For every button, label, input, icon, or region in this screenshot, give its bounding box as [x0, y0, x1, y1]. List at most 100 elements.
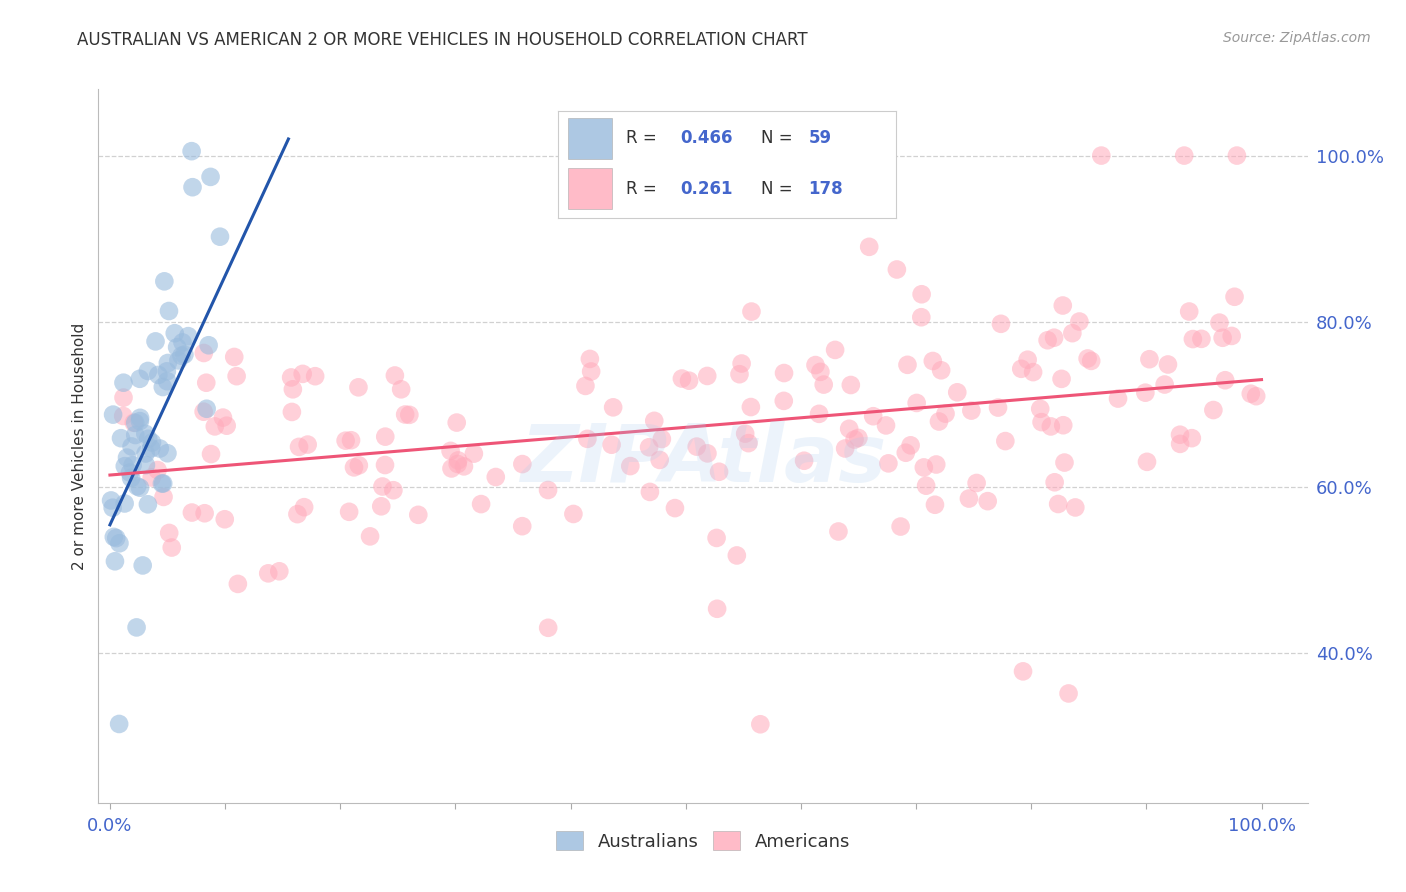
Point: [150, 476, 173, 491]
Point: [1090, 148, 1112, 162]
Point: [304, 369, 326, 384]
Point: [104, 554, 127, 568]
Point: [177, 329, 200, 343]
Point: [453, 459, 475, 474]
Point: [537, 483, 560, 497]
Point: [128, 372, 150, 386]
Point: [446, 416, 468, 430]
Point: [839, 378, 862, 392]
Point: [1213, 373, 1236, 387]
Point: [103, 530, 125, 544]
Point: [1157, 358, 1180, 372]
Point: [1012, 665, 1035, 679]
Point: [163, 326, 186, 341]
Point: [166, 340, 188, 354]
Point: [114, 459, 136, 474]
Point: [877, 456, 900, 470]
Point: [152, 476, 174, 491]
Point: [1226, 148, 1249, 162]
Point: [730, 357, 752, 371]
Point: [288, 440, 311, 454]
Point: [340, 434, 363, 448]
Point: [447, 457, 470, 471]
Point: [696, 368, 718, 383]
Point: [180, 144, 202, 158]
Point: [734, 426, 756, 441]
Point: [1181, 431, 1204, 445]
Point: [1107, 392, 1129, 406]
Point: [773, 366, 796, 380]
Point: [120, 471, 142, 485]
Point: [510, 519, 533, 533]
Point: [994, 434, 1017, 448]
Point: [921, 354, 943, 368]
Point: [200, 169, 222, 184]
Point: [1223, 290, 1246, 304]
Point: [173, 348, 195, 362]
Point: [905, 396, 928, 410]
Point: [844, 433, 866, 447]
Point: [696, 446, 718, 460]
Point: [924, 498, 946, 512]
Point: [1052, 418, 1074, 433]
Point: [135, 458, 157, 472]
Point: [157, 304, 180, 318]
Point: [292, 500, 315, 515]
Point: [643, 414, 665, 428]
Text: ZIPAtlas: ZIPAtlas: [520, 421, 886, 500]
Point: [136, 432, 159, 446]
Point: [1064, 500, 1087, 515]
Point: [896, 358, 918, 372]
Point: [180, 506, 202, 520]
Point: [131, 558, 153, 573]
Point: [686, 440, 709, 454]
Point: [124, 428, 146, 442]
Point: [347, 458, 370, 473]
Point: [156, 356, 179, 370]
Point: [813, 377, 835, 392]
Point: [269, 564, 291, 578]
Point: [838, 422, 860, 436]
Point: [280, 370, 302, 384]
Point: [193, 346, 215, 360]
Point: [934, 407, 956, 421]
Point: [153, 274, 176, 288]
Point: [215, 418, 238, 433]
Point: [1010, 361, 1032, 376]
Point: [1052, 299, 1074, 313]
Point: [193, 405, 215, 419]
Point: [100, 493, 122, 508]
Point: [886, 262, 908, 277]
Point: [1136, 455, 1159, 469]
Point: [136, 497, 159, 511]
Point: [347, 380, 370, 394]
Point: [112, 376, 135, 390]
Point: [124, 416, 146, 430]
Point: [648, 453, 671, 467]
Point: [101, 408, 124, 422]
Point: [579, 351, 602, 366]
Point: [1062, 326, 1084, 340]
Point: [990, 317, 1012, 331]
Point: [108, 717, 131, 731]
Point: [384, 368, 406, 383]
Point: [912, 460, 935, 475]
Point: [371, 479, 394, 493]
Point: [194, 506, 217, 520]
Point: [214, 512, 236, 526]
Point: [848, 431, 870, 445]
Point: [725, 549, 748, 563]
Point: [115, 450, 138, 465]
Point: [749, 717, 772, 731]
Point: [1181, 332, 1204, 346]
Point: [105, 531, 128, 545]
Point: [808, 407, 831, 421]
Point: [1069, 314, 1091, 328]
Point: [946, 385, 969, 400]
Point: [1047, 497, 1070, 511]
Point: [1077, 351, 1099, 366]
Point: [157, 525, 180, 540]
Point: [134, 426, 156, 441]
Point: [862, 409, 884, 424]
Point: [740, 304, 762, 318]
